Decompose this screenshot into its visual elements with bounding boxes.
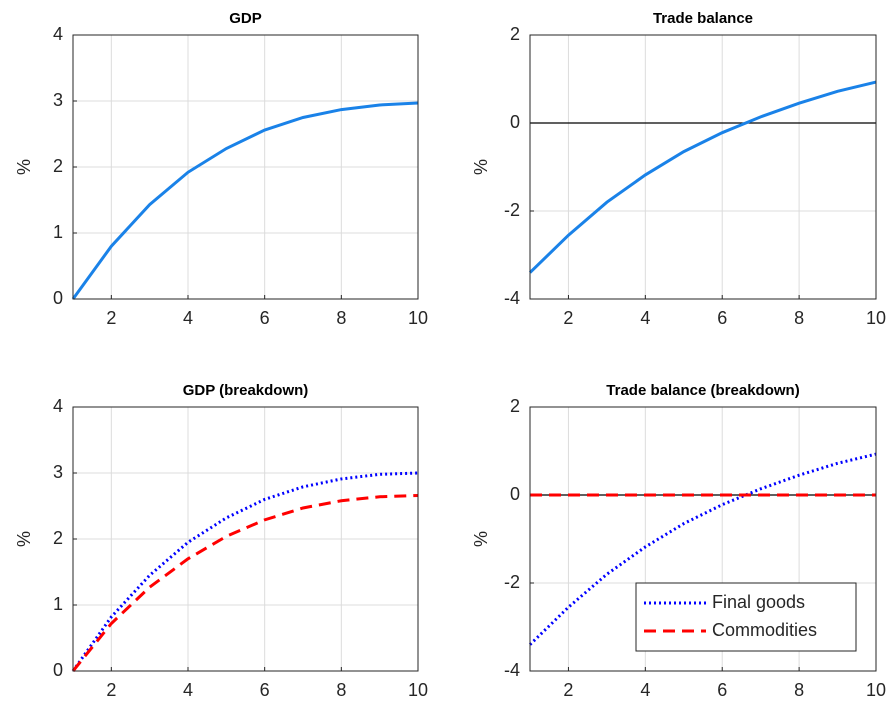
legend-label: Final goods <box>712 592 805 612</box>
series-line <box>71 493 419 672</box>
y-tick-label: 3 <box>53 90 63 110</box>
axes-box <box>72 406 419 672</box>
series-line <box>528 452 877 646</box>
x-tick-label: 6 <box>260 308 270 328</box>
x-tick-label: 4 <box>183 308 193 328</box>
y-tick-label: 0 <box>510 484 520 504</box>
axes-box <box>72 34 419 300</box>
y-axis-label: % <box>471 531 491 547</box>
y-tick-label: 3 <box>53 462 63 482</box>
series-line <box>71 101 419 300</box>
y-tick-label: 4 <box>53 24 63 44</box>
x-tick-label: 10 <box>866 680 886 700</box>
x-tick-label: 2 <box>106 308 116 328</box>
y-tick-label: -2 <box>504 572 520 592</box>
x-tick-label: 8 <box>336 680 346 700</box>
x-tick-label: 10 <box>408 308 428 328</box>
y-tick-label: 1 <box>53 222 63 242</box>
axes-box <box>529 34 877 300</box>
y-tick-label: -4 <box>504 660 520 680</box>
x-tick-label: 10 <box>866 308 886 328</box>
y-tick-label: 2 <box>53 156 63 176</box>
legend-label: Commodities <box>712 620 817 640</box>
x-tick-label: 4 <box>640 680 650 700</box>
y-tick-label: 2 <box>510 396 520 416</box>
y-tick-label: -2 <box>504 200 520 220</box>
axes-box <box>529 406 877 672</box>
x-tick-label: 2 <box>563 308 573 328</box>
chart-title: GDP <box>229 10 262 27</box>
y-tick-label: 1 <box>53 594 63 614</box>
x-tick-label: 6 <box>717 308 727 328</box>
chart-title: Trade balance <box>653 10 753 27</box>
y-axis-label: % <box>471 159 491 175</box>
x-tick-label: 6 <box>717 680 727 700</box>
y-axis-label: % <box>14 531 34 547</box>
x-tick-label: 8 <box>794 680 804 700</box>
x-tick-label: 2 <box>563 680 573 700</box>
x-tick-label: 8 <box>336 308 346 328</box>
legend-box <box>635 582 857 652</box>
chart-title: GDP (breakdown) <box>183 382 309 399</box>
plot-area <box>530 35 876 299</box>
y-tick-label: 2 <box>510 24 520 44</box>
y-tick-label: 0 <box>53 288 63 308</box>
x-tick-label: 8 <box>794 308 804 328</box>
series-line <box>71 471 419 672</box>
y-axis-label: % <box>14 159 34 175</box>
y-tick-label: -4 <box>504 288 520 308</box>
y-tick-label: 0 <box>510 112 520 132</box>
y-tick-label: 4 <box>53 396 63 416</box>
x-tick-label: 4 <box>183 680 193 700</box>
x-tick-label: 2 <box>106 680 116 700</box>
x-tick-label: 4 <box>640 308 650 328</box>
series-line <box>528 80 877 274</box>
x-tick-label: 6 <box>260 680 270 700</box>
chart-title: Trade balance (breakdown) <box>606 382 799 399</box>
y-tick-label: 0 <box>53 660 63 680</box>
y-tick-label: 2 <box>53 528 63 548</box>
x-tick-label: 10 <box>408 680 428 700</box>
